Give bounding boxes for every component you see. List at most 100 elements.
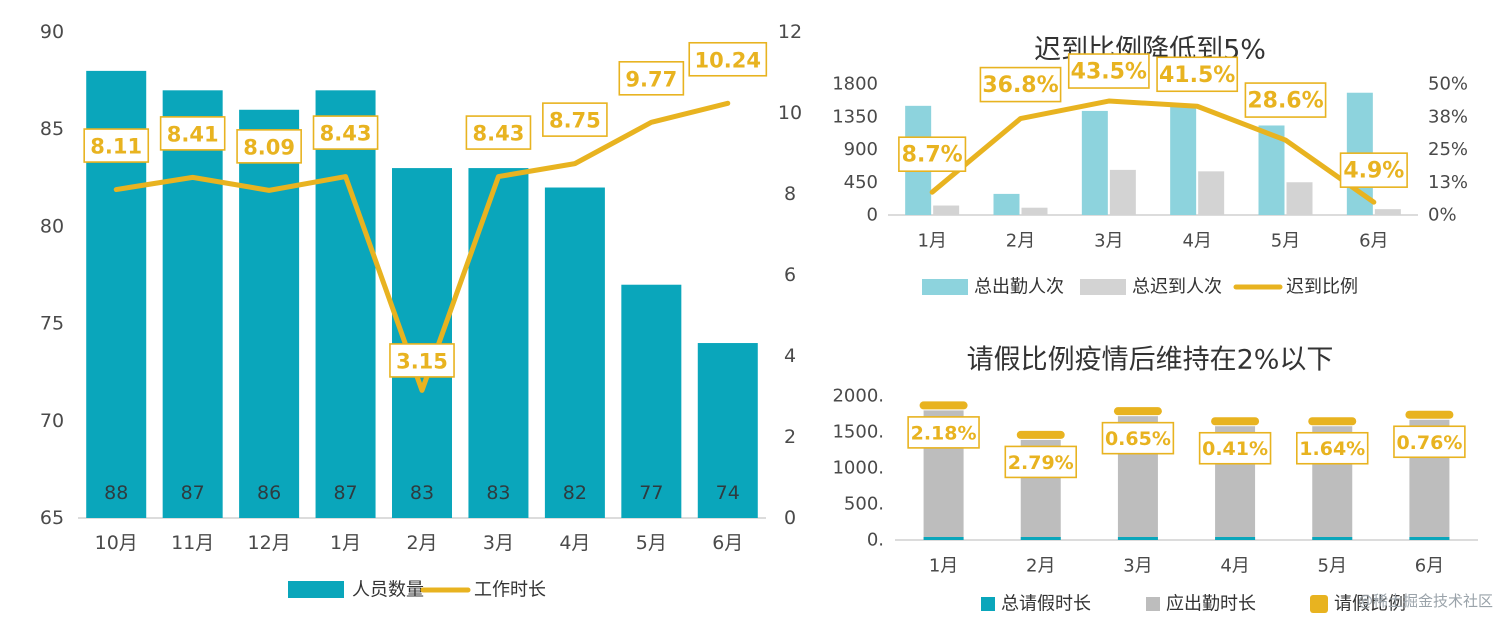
line-value-label-box (465, 115, 532, 150)
bar-value-label: 87 (333, 482, 357, 504)
marker-value-label-box (907, 416, 980, 449)
x-tick-label: 10月 (95, 532, 138, 554)
left-axis-tick: 450 (844, 172, 878, 193)
right-axis-tick: 12 (778, 21, 802, 43)
bar-value-label: 86 (257, 482, 281, 504)
left-axis-tick: 1800 (832, 74, 878, 95)
bar-headcount (315, 90, 376, 518)
x-tick-label: 5月 (1318, 556, 1347, 577)
right-axis-tick: 8 (784, 183, 796, 205)
right-axis-tick: 2 (784, 426, 796, 448)
line-value-label: 28.6% (1247, 89, 1323, 114)
line-value-label: 8.75 (549, 109, 601, 133)
legend-label: 工作时长 (474, 580, 546, 601)
x-tick-label: 2月 (1006, 231, 1035, 252)
line-late-ratio (929, 98, 1377, 205)
line-value-label: 36.8% (982, 73, 1058, 98)
bar-headcount (621, 284, 682, 518)
legend-label: 总请假时长 (1001, 594, 1091, 615)
legend-label: 总迟到人次 (1132, 277, 1222, 298)
x-tick-label: 6月 (1415, 556, 1444, 577)
bar-headcount (392, 168, 452, 518)
line-value-label-box (979, 66, 1062, 103)
x-tick-label: 3月 (1123, 556, 1152, 577)
x-tick-label: 1月 (929, 556, 958, 577)
legend-label: 请假比例 (1334, 594, 1406, 615)
bar-headcount (697, 343, 758, 518)
x-tick-label: 1月 (917, 231, 946, 252)
x-tick-label: 2月 (406, 532, 437, 554)
right-axis-tick: 6 (784, 264, 796, 286)
bar-leave-hours (923, 537, 964, 540)
bar-total-late (1374, 209, 1401, 215)
bar-leave-hours (1312, 537, 1353, 540)
bar-total-attendance (1170, 105, 1197, 215)
legend-swatch-leave (981, 597, 995, 611)
left-axis-tick: 80 (40, 215, 64, 237)
line-value-label-box (1067, 53, 1150, 89)
left-axis-tick: 500. (844, 494, 884, 515)
marker-value-label: 1.64% (1299, 438, 1365, 460)
bar-headcount (239, 109, 300, 518)
bar-total-late (1021, 207, 1048, 215)
bar-value-label: 83 (486, 482, 510, 504)
marker-value-label: 0.76% (1396, 432, 1462, 454)
line-value-label-box (1244, 82, 1327, 118)
watermark: @稀土掘金技术社区 (1358, 592, 1493, 610)
legend-swatch-attendance (922, 279, 968, 295)
line-value-label: 8.43 (473, 122, 525, 146)
left-axis-tick: 1500. (832, 422, 884, 443)
x-tick-label: 4月 (1182, 231, 1211, 252)
line-work-hours (113, 100, 731, 393)
bar-leave-hours (1117, 537, 1158, 540)
x-tick-label: 11月 (171, 532, 214, 554)
right-axis-tick: 4 (784, 345, 796, 367)
bar-total-late (933, 205, 960, 215)
line-value-label: 10.24 (695, 48, 761, 72)
bar-total-late (1286, 182, 1313, 215)
right-axis-tick: 50% (1428, 74, 1468, 95)
line-value-label-box (1339, 152, 1408, 188)
marker-value-label: 0.65% (1105, 428, 1171, 450)
left-axis-tick: 1000. (832, 458, 884, 479)
left-axis-tick: 2000. (832, 386, 884, 407)
marker-value-label-box (1393, 425, 1466, 459)
left-axis-tick: 900 (844, 139, 878, 160)
line-value-label-box (159, 116, 226, 151)
line-value-label-box (898, 136, 967, 173)
x-tick-label: 3月 (483, 532, 514, 554)
line-value-label-box (312, 115, 379, 150)
x-tick-label: 4月 (1220, 556, 1249, 577)
left-axis-tick: 0. (867, 530, 884, 551)
bar-value-label: 77 (639, 482, 663, 504)
right-axis-tick: 13% (1428, 172, 1468, 193)
marker-value-label-box (1296, 431, 1369, 465)
marker-value-label-box (1101, 421, 1175, 455)
line-value-label: 8.43 (320, 122, 372, 146)
legend-swatch-scheduled (1146, 597, 1160, 611)
marker-leave-ratio (1113, 407, 1162, 416)
legend-swatch-headcount (288, 581, 344, 598)
line-value-label-box (542, 102, 608, 137)
legend-label: 总出勤人次 (974, 277, 1064, 298)
chart-title: 请假比例疫情后维持在2%以下 (967, 345, 1334, 376)
bar-total-late (1109, 169, 1136, 215)
x-tick-label: 12月 (248, 532, 291, 554)
bar-value-label: 82 (563, 482, 587, 504)
bar-value-label: 74 (716, 482, 740, 504)
bar-leave-hours (1409, 537, 1450, 540)
line-value-label: 8.09 (243, 135, 295, 159)
right-axis-tick: 10 (778, 102, 802, 124)
legend-label: 人员数量 (352, 580, 424, 601)
bar-value-label: 83 (410, 482, 434, 504)
marker-leave-ratio (1405, 410, 1454, 419)
marker-value-label-box (1004, 445, 1077, 479)
right-axis-tick: 0 (784, 507, 796, 529)
marker-value-label: 2.79% (1008, 452, 1074, 474)
line-value-label-box (236, 129, 302, 164)
bar-total-attendance (993, 193, 1020, 215)
x-tick-label: 6月 (1359, 231, 1388, 252)
legend-swatch-ratio (1310, 595, 1328, 613)
